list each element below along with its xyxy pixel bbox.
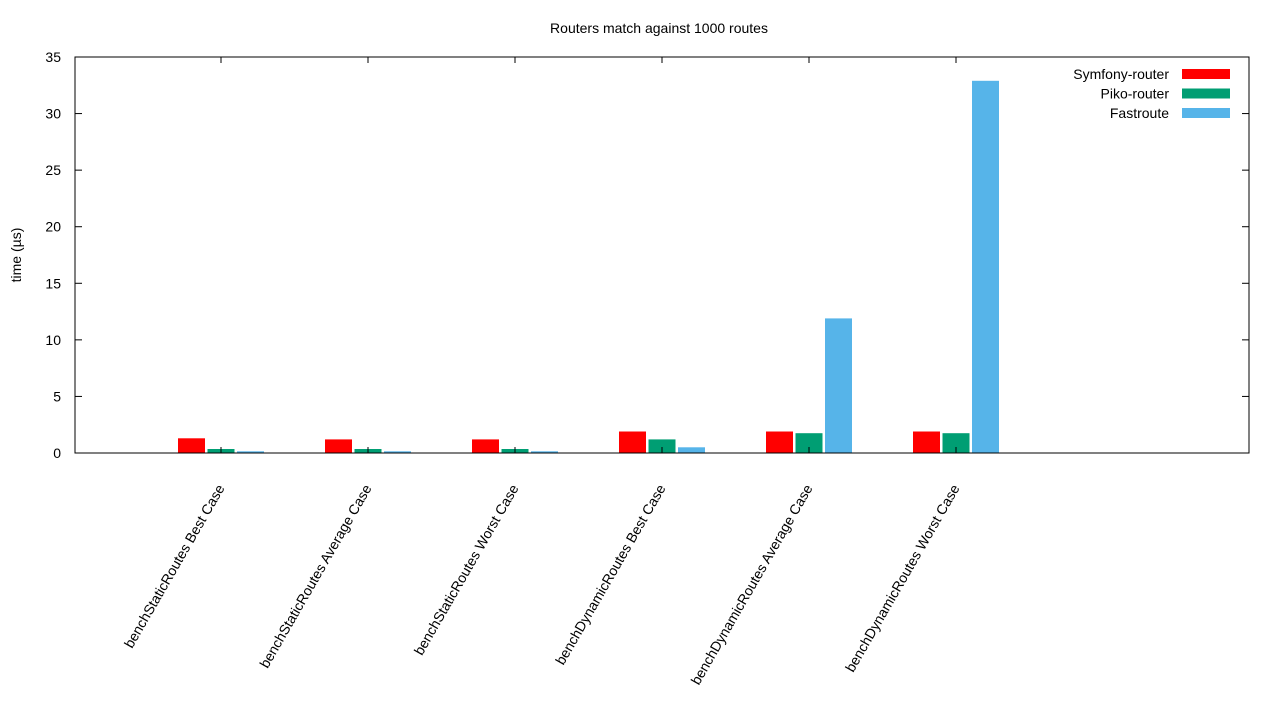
- legend-label: Piko-router: [1101, 86, 1170, 102]
- y-tick-label: 25: [45, 162, 61, 178]
- bar-symfony-router-2: [472, 439, 499, 453]
- x-tick-label: benchStaticRoutes Average Case: [256, 481, 375, 670]
- x-tick-label: benchDynamicRoutes Worst Case: [842, 481, 963, 674]
- bar-fastroute-4: [825, 318, 852, 453]
- legend: Symfony-router Piko-router Fastroute: [1073, 66, 1230, 121]
- bar-symfony-router-4: [766, 431, 793, 453]
- x-tick-label: benchDynamicRoutes Average Case: [687, 481, 815, 687]
- x-tick-label: benchStaticRoutes Best Case: [121, 481, 228, 650]
- bar-fastroute-0: [237, 451, 264, 453]
- x-tick-label: benchDynamicRoutes Best Case: [552, 481, 669, 667]
- bar-piko-router-5: [942, 433, 970, 453]
- y-tick-label: 20: [45, 219, 61, 235]
- chart-title: Routers match against 1000 routes: [550, 20, 768, 36]
- y-tick-label: 15: [45, 275, 61, 291]
- legend-swatch: [1182, 69, 1230, 79]
- legend-swatch: [1182, 108, 1230, 118]
- y-tick-label: 30: [45, 106, 61, 122]
- y-tick-label: 10: [45, 332, 61, 348]
- y-tick-label: 35: [45, 49, 61, 65]
- y-tick-label: 5: [53, 388, 61, 404]
- legend-label: Fastroute: [1110, 105, 1169, 121]
- legend-swatch: [1182, 88, 1230, 99]
- x-tick-label: benchStaticRoutes Worst Case: [411, 481, 522, 657]
- bar-symfony-router-5: [913, 431, 940, 453]
- bar-fastroute-5: [972, 80, 999, 454]
- plot-border: [74, 56, 1250, 454]
- bar-piko-router-4: [795, 433, 823, 453]
- bar-fastroute-2: [531, 451, 558, 453]
- bar-fastroute-1: [384, 451, 411, 453]
- bar-fastroute-3: [678, 447, 705, 453]
- bar-symfony-router-3: [619, 431, 646, 453]
- bar-piko-router-3: [648, 439, 676, 453]
- legend-label: Symfony-router: [1073, 66, 1169, 82]
- y-tick-label: 0: [53, 445, 61, 461]
- bar-symfony-router-1: [325, 439, 352, 453]
- plot-area: benchStaticRoutes Best Case benchStaticRo…: [45, 49, 1250, 687]
- y-axis-label: time (µs): [8, 228, 24, 283]
- bar-symfony-router-0: [178, 438, 205, 453]
